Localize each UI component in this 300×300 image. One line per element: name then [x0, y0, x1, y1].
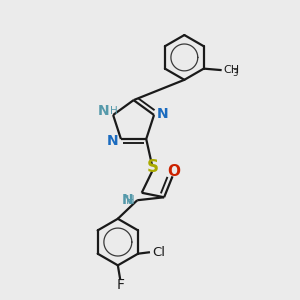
Text: S: S	[147, 158, 159, 176]
Text: H: H	[125, 194, 134, 207]
Text: N: N	[98, 104, 109, 118]
Text: N: N	[107, 134, 118, 148]
Text: H: H	[110, 106, 117, 116]
Text: CH: CH	[224, 65, 240, 75]
Text: F: F	[116, 278, 124, 292]
Text: N: N	[157, 107, 168, 121]
Text: N: N	[122, 193, 134, 207]
Text: O: O	[167, 164, 181, 179]
Text: 3: 3	[232, 69, 238, 78]
Text: Cl: Cl	[152, 246, 165, 259]
